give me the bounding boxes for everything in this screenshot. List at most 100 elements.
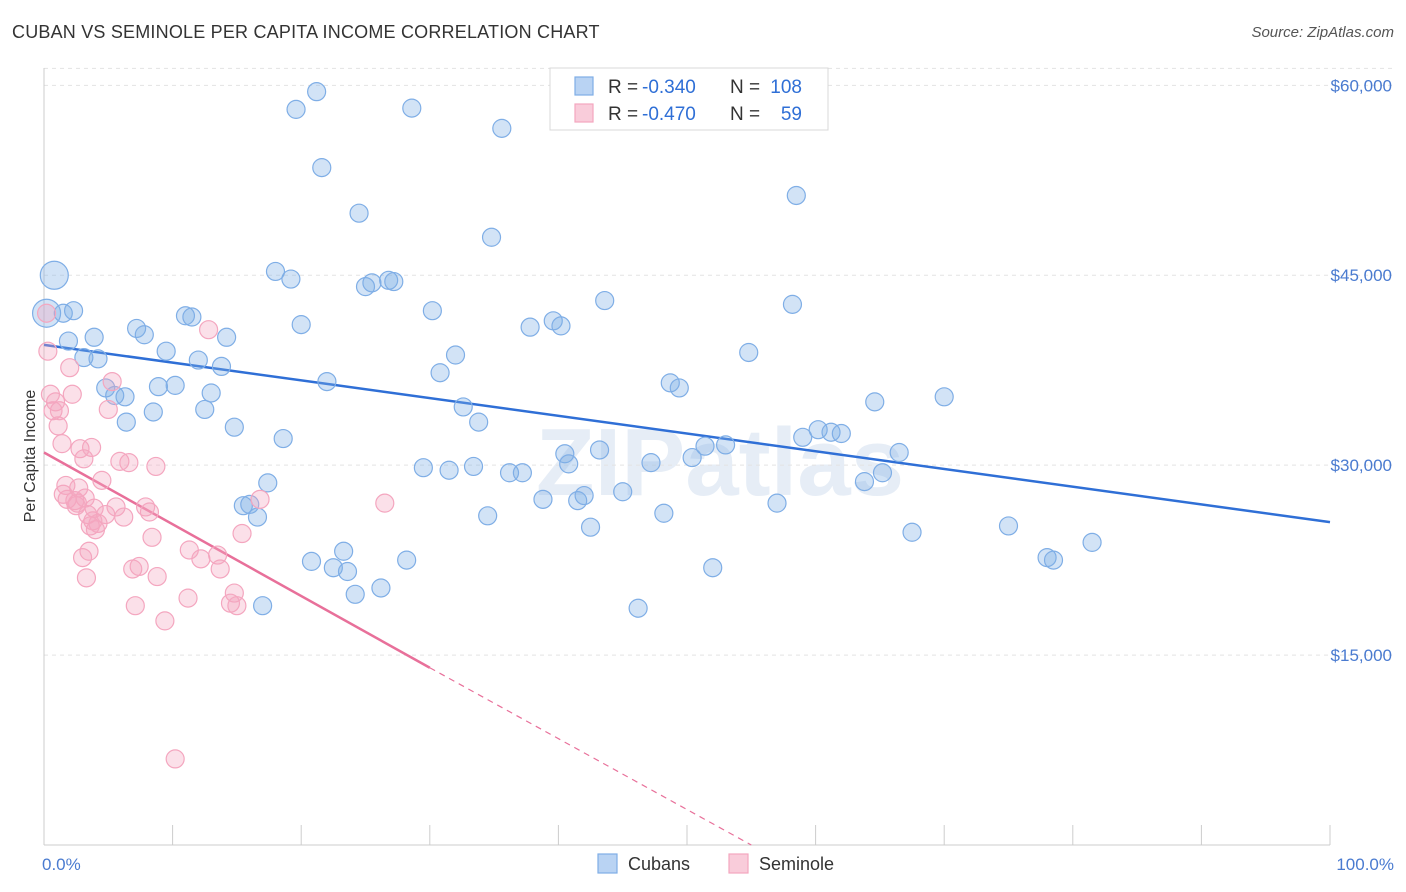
point-cubans [413, 458, 433, 478]
legend-n-label-seminole: N = [730, 104, 760, 125]
y-tick-label: $60,000 [1331, 76, 1392, 95]
chart-source: Source: ZipAtlas.com [1251, 24, 1394, 41]
point-cubans [156, 341, 176, 361]
point-seminole [36, 303, 57, 323]
point-cubans [1082, 532, 1102, 552]
point-cubans [660, 373, 680, 393]
point-seminole [79, 541, 99, 561]
point-cubans [703, 558, 723, 578]
point-cubans [641, 453, 661, 473]
point-cubans [211, 356, 232, 377]
point-seminole [69, 478, 89, 498]
point-cubans [337, 561, 358, 582]
data-points [31, 82, 1102, 769]
point-seminole [375, 493, 395, 513]
point-cubans [902, 522, 922, 542]
point-cubans [580, 517, 601, 537]
point-cubans [188, 350, 208, 370]
legend-n-label-cubans: N = [730, 77, 760, 98]
point-cubans [74, 347, 94, 368]
point-seminole [142, 527, 162, 547]
point-cubans [349, 203, 369, 223]
point-seminole [146, 456, 166, 477]
point-cubans [739, 342, 759, 363]
point-cubans [767, 493, 787, 513]
chart-title: CUBAN VS SEMINOLE PER CAPITA INCOME CORR… [12, 22, 600, 42]
point-seminole [49, 401, 70, 421]
point-seminole [102, 371, 122, 392]
axes [43, 68, 1331, 846]
legend-frame [549, 67, 829, 131]
point-seminole [208, 545, 228, 565]
point-cubans [793, 427, 813, 447]
point-cubans [31, 298, 62, 328]
point-cubans [334, 541, 354, 561]
y-tick-label: $30,000 [1331, 456, 1392, 475]
point-cubans [574, 485, 594, 506]
point-seminole [125, 596, 145, 616]
legend-r-label-seminole: R = [608, 104, 638, 125]
point-cubans [384, 271, 404, 292]
legend-swatch-seminole [574, 103, 594, 123]
point-cubans [126, 318, 147, 339]
point-seminole [98, 399, 118, 420]
point-cubans [934, 387, 954, 407]
point-cubans [134, 325, 154, 345]
x-tick-label-max: 100.0% [1336, 855, 1394, 874]
point-cubans [175, 306, 196, 326]
point-cubans [831, 423, 851, 444]
watermark: ZIPatlas [536, 409, 904, 516]
point-cubans [362, 273, 382, 293]
point-cubans [439, 460, 459, 480]
x-tick-labels: 0.0% 100.0% [42, 855, 1394, 874]
point-cubans [422, 301, 442, 321]
point-cubans [533, 489, 553, 509]
point-cubans [84, 327, 104, 347]
point-cubans [371, 578, 391, 598]
point-cubans [854, 472, 875, 492]
point-cubans [715, 435, 736, 455]
y-tick-label: $15,000 [1331, 646, 1392, 665]
point-cubans [63, 301, 84, 321]
point-cubans [323, 558, 343, 578]
point-cubans [613, 482, 633, 502]
point-cubans [116, 412, 136, 432]
point-cubans [397, 550, 417, 570]
point-cubans [312, 158, 332, 178]
point-seminole [147, 566, 167, 587]
point-cubans [555, 444, 575, 464]
point-seminole [224, 583, 244, 603]
point-cubans [512, 463, 532, 483]
y-tick-labels: $15,000 $30,000 $45,000 $60,000 [1331, 76, 1392, 665]
point-seminole [106, 497, 126, 517]
point-cubans [201, 383, 221, 403]
bottom-legend-swatch-seminole [728, 853, 749, 874]
point-seminole [119, 453, 139, 473]
point-seminole [52, 434, 72, 454]
point-cubans [258, 473, 278, 493]
point-cubans [695, 436, 715, 456]
trend-line-seminole [43, 451, 431, 669]
trend-lines [43, 343, 1331, 846]
bottom-legend-swatch-cubans [597, 853, 618, 874]
point-seminole [199, 320, 219, 340]
point-cubans [568, 491, 588, 511]
trend-line-cubans [43, 343, 1331, 524]
bottom-legend-label-cubans: Cubans [628, 854, 690, 874]
point-cubans [317, 371, 337, 392]
point-cubans [224, 417, 244, 437]
y-axis-title: Per Capita Income [22, 390, 39, 523]
legend-swatch-cubans [574, 76, 594, 96]
point-cubans [253, 596, 273, 616]
trend-line-seminole-extension [429, 667, 752, 846]
point-cubans [182, 307, 202, 327]
legend-r-label-cubans: R = [608, 77, 638, 98]
point-cubans [39, 260, 69, 290]
point-cubans [281, 269, 301, 289]
point-seminole [178, 588, 198, 608]
point-cubans [402, 98, 422, 118]
point-seminole [60, 358, 80, 378]
point-cubans [88, 349, 108, 369]
point-seminole [81, 437, 102, 458]
point-cubans [821, 422, 841, 442]
